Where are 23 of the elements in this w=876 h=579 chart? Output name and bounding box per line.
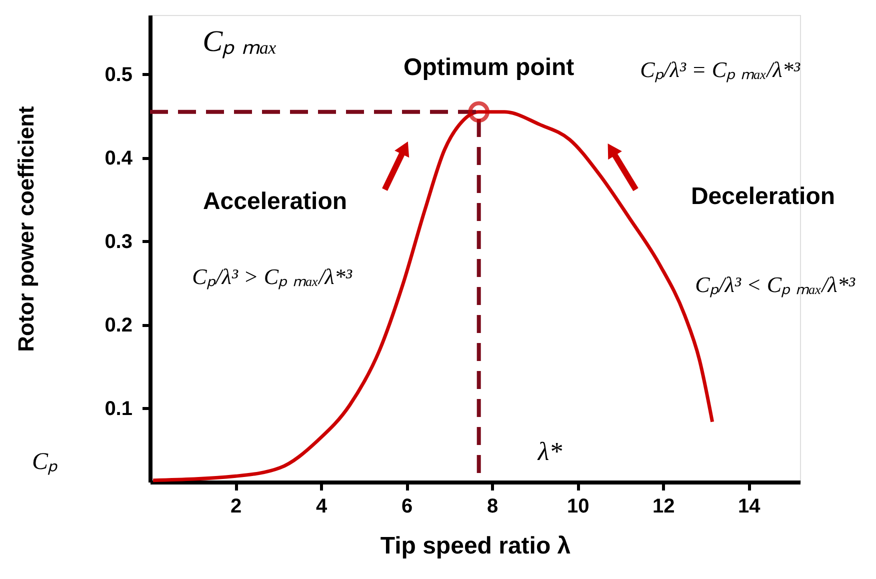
annotation: Cₚ/λ³ > Cₚ ₘₐₓ/λ*³: [192, 264, 352, 290]
y-tick-label: 0.5: [104, 64, 132, 86]
annotation: Cₚ/λ³ < Cₚ ₘₐₓ/λ*³: [695, 272, 856, 298]
annotation: Cₚ/λ³ = Cₚ ₘₐₓ/λ*³: [640, 57, 800, 83]
annotation: Deceleration: [690, 183, 836, 210]
x-tick-label: 10: [567, 496, 590, 518]
y-tick-label: 0.1: [104, 398, 132, 420]
annotation: λ*: [536, 437, 562, 466]
x-tick-label: 2: [230, 496, 242, 518]
y-tick-label: 0.3: [104, 230, 132, 253]
x-axis-title: Tip speed ratio λ: [380, 532, 571, 560]
x-tick-label: 4: [316, 496, 328, 518]
x-tick-label: 8: [487, 496, 498, 518]
y-axis-title: Rotor power coefficient: [14, 105, 38, 352]
y-tick-label: 0.2: [104, 314, 132, 336]
annotation: Optimum point: [404, 54, 574, 81]
y-tick-label: 0.4: [104, 147, 134, 170]
x-tick-label: 6: [402, 496, 413, 518]
text: Cₚ: [32, 449, 58, 475]
annotation: Acceleration: [202, 188, 348, 215]
annotation: Cₚ ₘₐₓ: [202, 25, 278, 59]
x-tick-label: 14: [738, 496, 762, 518]
x-tick-label: 12: [652, 496, 675, 518]
